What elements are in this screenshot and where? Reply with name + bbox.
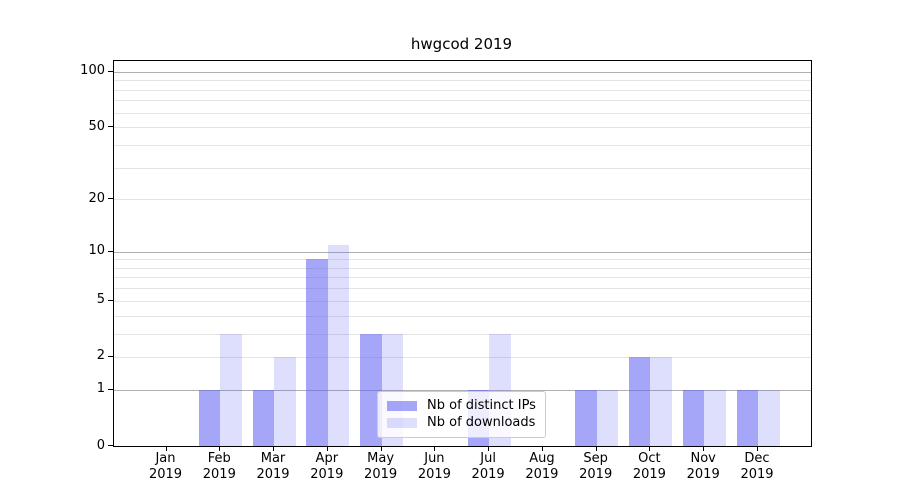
minor-gridline bbox=[114, 100, 811, 102]
bar-distinct-ips bbox=[252, 389, 274, 446]
x-tick-mark bbox=[649, 446, 651, 451]
x-tick-mark bbox=[541, 446, 543, 451]
x-tick-label: Jan 2019 bbox=[148, 451, 183, 482]
x-tick-mark bbox=[219, 446, 221, 451]
bar-distinct-ips bbox=[306, 259, 328, 446]
x-tick-mark bbox=[434, 446, 436, 451]
minor-gridline bbox=[114, 277, 811, 279]
legend-item-distinct-ips: Nb of distinct IPs bbox=[387, 397, 536, 414]
y-tick-label: 0 bbox=[96, 437, 105, 453]
minor-gridline bbox=[114, 112, 811, 114]
bar-downloads bbox=[758, 389, 780, 446]
x-tick-mark bbox=[165, 446, 167, 451]
bar-downloads bbox=[650, 356, 672, 446]
bar-downloads bbox=[327, 244, 350, 446]
x-tick-mark bbox=[380, 446, 382, 451]
x-tick-label: Nov 2019 bbox=[686, 451, 720, 482]
downloads-swatch-icon bbox=[387, 417, 417, 428]
minor-gridline bbox=[114, 300, 811, 302]
x-tick-label: Oct 2019 bbox=[632, 451, 666, 482]
bar-downloads bbox=[220, 333, 242, 446]
legend-item-downloads: Nb of downloads bbox=[387, 414, 536, 431]
x-tick-mark bbox=[488, 446, 490, 451]
x-tick-label: May 2019 bbox=[364, 451, 398, 482]
legend-label-distinct-ips: Nb of distinct IPs bbox=[427, 398, 536, 413]
y-tick-label: 50 bbox=[88, 118, 105, 134]
y-tick-label: 10 bbox=[88, 243, 105, 259]
x-tick-mark bbox=[595, 446, 597, 451]
minor-gridline bbox=[114, 288, 811, 290]
minor-gridline bbox=[114, 333, 811, 335]
x-tick-label: Dec 2019 bbox=[740, 451, 774, 482]
distinct-ips-swatch-icon bbox=[387, 400, 417, 411]
x-tick-mark bbox=[757, 446, 758, 451]
y-tick-mark bbox=[108, 250, 113, 252]
chart-title: hwgcod 2019 bbox=[410, 35, 513, 53]
minor-gridline bbox=[114, 199, 811, 201]
y-tick-mark bbox=[108, 70, 113, 72]
bar-distinct-ips bbox=[198, 389, 221, 446]
bar-downloads bbox=[274, 356, 296, 446]
y-tick-mark bbox=[108, 388, 113, 390]
minor-gridline bbox=[114, 259, 811, 261]
y-tick-mark bbox=[108, 198, 113, 200]
y-tick-mark bbox=[108, 126, 113, 128]
x-tick-label: Feb 2019 bbox=[202, 451, 236, 482]
minor-gridline bbox=[114, 167, 811, 169]
y-tick-label: 100 bbox=[80, 63, 105, 79]
major-gridline bbox=[114, 251, 811, 253]
plot-area bbox=[113, 60, 812, 447]
legend: Nb of distinct IPs Nb of downloads bbox=[377, 391, 546, 438]
bar-distinct-ips bbox=[736, 389, 758, 446]
minor-gridline bbox=[114, 127, 811, 129]
minor-gridline bbox=[114, 267, 811, 269]
legend-label-downloads: Nb of downloads bbox=[427, 415, 536, 430]
minor-gridline bbox=[114, 315, 811, 317]
y-tick-label: 20 bbox=[88, 190, 105, 206]
bar-distinct-ips bbox=[360, 333, 382, 446]
y-tick-label: 1 bbox=[96, 381, 105, 397]
minor-gridline bbox=[114, 80, 811, 82]
minor-gridline bbox=[114, 356, 811, 358]
y-tick-mark bbox=[108, 445, 113, 446]
bar-distinct-ips bbox=[628, 356, 651, 446]
x-tick-mark bbox=[273, 446, 274, 451]
x-tick-label: Sep 2019 bbox=[579, 451, 613, 482]
bar-distinct-ips bbox=[682, 389, 705, 446]
minor-gridline bbox=[114, 144, 811, 146]
x-tick-mark bbox=[326, 446, 328, 451]
y-tick-mark bbox=[108, 299, 113, 301]
bar-downloads bbox=[596, 389, 619, 446]
x-tick-label: Apr 2019 bbox=[310, 451, 344, 482]
x-tick-label: Jul 2019 bbox=[471, 451, 505, 482]
x-tick-mark bbox=[703, 446, 705, 451]
minor-gridline bbox=[114, 89, 811, 91]
bar-distinct-ips bbox=[575, 389, 597, 446]
y-tick-label: 2 bbox=[96, 348, 105, 364]
y-tick-mark bbox=[108, 355, 113, 357]
y-tick-label: 5 bbox=[96, 292, 105, 308]
major-gridline bbox=[114, 389, 811, 391]
bar-downloads bbox=[704, 389, 726, 446]
x-tick-label: Jun 2019 bbox=[417, 451, 451, 482]
major-gridline bbox=[114, 71, 811, 73]
x-tick-label: Aug 2019 bbox=[525, 451, 559, 482]
x-tick-label: Mar 2019 bbox=[256, 451, 290, 482]
